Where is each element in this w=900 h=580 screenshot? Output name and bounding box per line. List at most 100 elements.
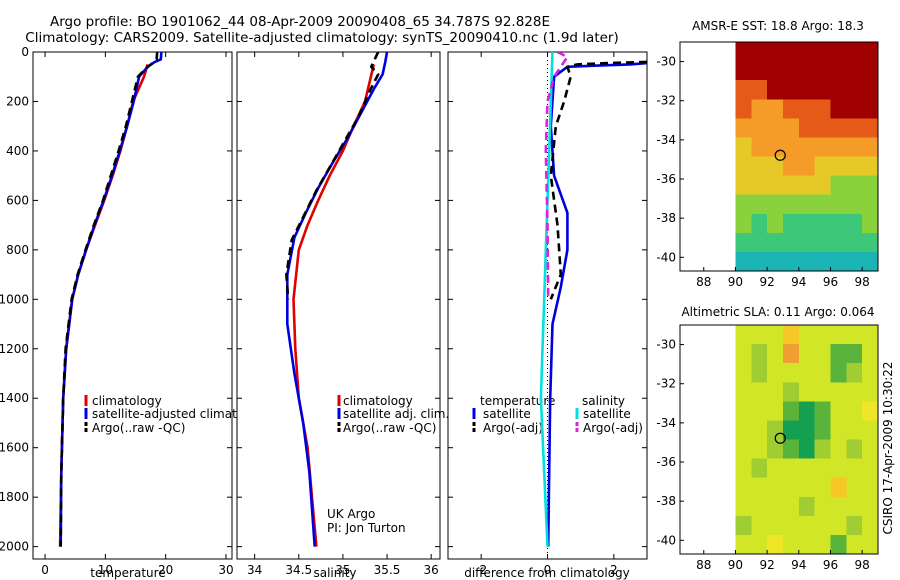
sst-map-cell (846, 42, 863, 62)
sla-map-cell (782, 496, 800, 517)
sst-map-cell (735, 80, 752, 100)
sla-map-cell (767, 363, 784, 383)
sst-map-cell (798, 61, 816, 81)
sst-map-cell (751, 156, 768, 177)
sst-map-cell (767, 118, 784, 139)
sla-map-cell (767, 344, 784, 364)
sla-map-cell (814, 401, 832, 422)
sst-map-cell (735, 137, 752, 158)
sla-map-cell (767, 515, 784, 536)
sst-map-cell (767, 194, 784, 215)
sla-map-cell (767, 439, 784, 460)
sla-map-cell (751, 496, 768, 517)
sla-map-cell (751, 477, 768, 498)
sst-map-cell (862, 99, 879, 119)
temperature-xtick-label: 0 (41, 563, 49, 577)
sla-map-ytick-label: -34 (656, 416, 676, 430)
sla-map-cell (751, 439, 768, 460)
sla-map-cell (798, 477, 816, 498)
temperature-series-group (58, 52, 163, 547)
sst-map-cell (846, 175, 863, 196)
sla-map-cell (735, 515, 752, 536)
sst-map-cell (830, 175, 847, 196)
sst-map-cell (846, 156, 863, 177)
sla-map-xtick-label: 94 (791, 558, 806, 572)
sla-map-cell (846, 401, 863, 422)
sla-map-xtick-label: 96 (823, 558, 838, 572)
sst-map-cell (846, 213, 863, 234)
sla-map-cell (735, 477, 752, 498)
sla-map-cell (830, 496, 847, 517)
salinity-axes-frame (236, 51, 441, 560)
sst-map-cell (862, 232, 879, 253)
sla-map-cell (814, 363, 832, 383)
sla-map-cell (735, 344, 752, 364)
temperature-xtick-label: 10 (98, 563, 113, 577)
sst-map-cell (798, 175, 816, 196)
side-label: CSIRO 17-Apr-2009 10:30:22 (881, 361, 895, 534)
difference-xtick-label: -2 (475, 563, 487, 577)
sst-map-cell (751, 175, 768, 196)
sst-map-cell (830, 213, 847, 234)
sla-map-cell (830, 420, 847, 441)
difference-legend-temperature-title: temperature (480, 394, 555, 408)
sst-map-cell (830, 251, 847, 272)
sst-map-cell (798, 156, 816, 177)
sla-map-cell (846, 325, 863, 345)
sst-map-cell (767, 213, 784, 234)
sla-map-cell (846, 515, 863, 536)
difference-legend: temperature satellite Argo(-adj) salinit… (472, 394, 643, 435)
sst-map-cell (798, 118, 816, 139)
sla-map-cell (862, 458, 879, 479)
sla-map-cell (846, 496, 863, 517)
sla-map-cell (830, 439, 847, 460)
sla-map-cell (862, 401, 879, 422)
sst-map-cell (830, 42, 847, 62)
sst-map-cell (830, 194, 847, 215)
sla-map-cell (814, 458, 832, 479)
sst-map-cell (814, 194, 832, 215)
salinity-series-group (285, 52, 389, 547)
sla-map-cell (751, 515, 768, 536)
difference-legend-temp-argo: Argo(-adj) (483, 421, 543, 435)
difference-legend-temp-satellite: satellite (483, 407, 531, 421)
sst-map-cell (751, 61, 768, 81)
sla-map-cell (767, 420, 784, 441)
sst-map-cell (862, 42, 879, 62)
sst-map-cell (767, 61, 784, 81)
difference-series-salinity-satellite (539, 52, 554, 547)
sst-map-cell (814, 213, 832, 234)
sla-map-cell (846, 458, 863, 479)
sst-map-xtick-label: 92 (759, 275, 774, 289)
sla-map-title: Altimetric SLA: 0.11 Argo: 0.064 (681, 305, 874, 319)
salinity-legend-satellite-adj: satellite adj. clim. (343, 407, 449, 421)
depth-ytick-label: 0 (21, 45, 29, 59)
sla-map-cell (830, 534, 847, 555)
sst-map-cell (814, 99, 832, 119)
sst-map-cell (830, 99, 847, 119)
sla-map-ytick-label: -30 (656, 338, 676, 352)
salinity-legend: climatology satellite adj. clim. Argo(..… (337, 394, 449, 435)
sst-map-cell (767, 232, 784, 253)
sla-map-cell (862, 477, 879, 498)
sst-map-cell (735, 232, 752, 253)
difference-xlabel: difference from climatology (464, 566, 630, 580)
sst-map-cell (767, 156, 784, 177)
sst-map-cell (862, 175, 879, 196)
sst-map-cell (782, 118, 800, 139)
sla-map-cell (814, 420, 832, 441)
difference-series-salinity-argo-adj- (544, 52, 569, 300)
sla-map-cell (782, 401, 800, 422)
sst-map-cell (767, 42, 784, 62)
sst-map-cell (735, 99, 752, 119)
sla-map-cell (862, 382, 879, 402)
sla-map-cell (798, 401, 816, 422)
depth-ytick-label: 600 (6, 193, 29, 207)
sla-map-cell (782, 344, 800, 364)
sst-map-cell (846, 99, 863, 119)
sst-map-cell (782, 156, 800, 177)
sla-map-cell (751, 534, 768, 555)
depth-ytick-label: 1400 (0, 391, 29, 405)
sla-map-cell (846, 534, 863, 555)
difference-series-group (539, 52, 647, 547)
